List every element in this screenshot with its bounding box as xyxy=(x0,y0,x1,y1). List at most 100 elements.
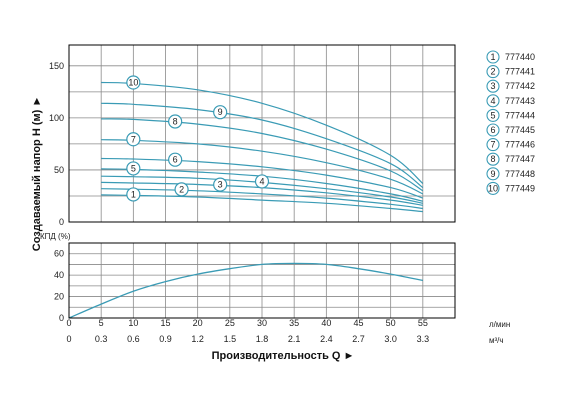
efficiency-y-ticks: 0 20 40 60 xyxy=(54,249,64,323)
x-tick-m3h: 1.8 xyxy=(256,334,269,344)
x-axis-label: Производительность Q ► xyxy=(212,350,355,362)
head-y-ticks: 0 50 100 150 xyxy=(49,61,64,227)
curve-marker-8: 8 xyxy=(168,114,183,129)
x-tick-m3h: 0.3 xyxy=(95,334,108,344)
legend-marker-number: 2 xyxy=(490,67,495,77)
curve-marker-1: 1 xyxy=(126,187,141,202)
curve-marker-number: 5 xyxy=(131,163,136,173)
curve-marker-5: 5 xyxy=(126,161,141,176)
curve-marker-3: 3 xyxy=(213,177,228,192)
curve-marker-number: 2 xyxy=(179,184,184,194)
x-tick-m3h: 2.1 xyxy=(288,334,301,344)
efficiency-y-axis-label: КПД (%) xyxy=(40,232,71,241)
x-tick-m3h: 1.5 xyxy=(224,334,237,344)
x-tick-lmin: 20 xyxy=(193,318,203,328)
curve-marker-circle xyxy=(213,177,228,192)
efficiency-y-tick-label: 20 xyxy=(54,292,64,302)
x-tick-lmin: 45 xyxy=(353,318,363,328)
head-curve-6 xyxy=(101,157,423,199)
legend-marker xyxy=(486,65,500,79)
curve-marker-number: 1 xyxy=(131,189,136,199)
x-tick-lmin: 15 xyxy=(160,318,170,328)
legend-item-7: 7 777446 xyxy=(486,138,535,152)
unit-m3h-label: м³/ч xyxy=(489,336,504,345)
legend-item-9: 9 777448 xyxy=(486,167,535,181)
curve-marker-7: 7 xyxy=(126,132,141,147)
legend-marker xyxy=(486,152,500,166)
legend-marker xyxy=(486,167,500,181)
legend-item-2: 2 777441 xyxy=(486,65,535,79)
legend-item-10: 10 777449 xyxy=(486,181,535,195)
curve-marker-number: 9 xyxy=(218,107,223,117)
curve-marker-number: 10 xyxy=(128,78,138,88)
efficiency-grid xyxy=(69,243,455,318)
legend-marker xyxy=(486,79,500,93)
legend-series-name: 777445 xyxy=(505,125,535,135)
x-tick-lmin: 25 xyxy=(225,318,235,328)
efficiency-plot-frame xyxy=(68,242,456,319)
legend: 1 777440 2 777441 3 777442 4 777443 5 777444 6 7774… xyxy=(486,50,535,195)
legend-marker xyxy=(486,108,500,122)
legend-marker-number: 5 xyxy=(490,110,495,120)
efficiency-curve-line xyxy=(68,262,423,319)
curve-marker-circle xyxy=(168,152,183,167)
legend-series-name: 777446 xyxy=(505,140,535,150)
legend-marker-number: 9 xyxy=(490,169,495,179)
unit-lmin-label: л/мин xyxy=(489,320,510,329)
curve-marker-circle xyxy=(174,182,189,197)
legend-series-name: 777444 xyxy=(505,110,535,120)
x-ticks-lmin: 0 5 10 15 20 25 30 35 40 45 50 55 xyxy=(66,318,427,328)
efficiency-y-tick-label: 0 xyxy=(59,313,64,323)
curve-marker-number: 3 xyxy=(218,180,223,190)
curve-marker-10: 10 xyxy=(126,75,141,90)
curve-marker-circle xyxy=(168,114,183,129)
x-tick-m3h: 3.0 xyxy=(384,334,397,344)
head-y-tick-label: 150 xyxy=(49,61,64,71)
curve-marker-number: 6 xyxy=(173,155,178,165)
x-tick-m3h: 0 xyxy=(66,334,71,344)
legend-marker-number: 3 xyxy=(490,81,495,91)
x-tick-lmin: 50 xyxy=(386,318,396,328)
legend-item-6: 6 777445 xyxy=(486,123,535,137)
legend-series-name: 777449 xyxy=(505,183,535,193)
legend-marker-number: 6 xyxy=(490,125,495,135)
head-curve-plot: 0 50 100 150 1 2 3 4 5 6 7 8 9 10 Создаваемый напор … xyxy=(31,44,456,251)
legend-marker-number: 4 xyxy=(490,96,495,106)
legend-marker-number: 8 xyxy=(490,154,495,164)
legend-marker xyxy=(486,123,500,137)
head-plot-frame xyxy=(68,44,456,223)
efficiency-curve-plot: 0 20 40 60 КПД (%) xyxy=(40,232,456,323)
efficiency-curve xyxy=(68,262,423,319)
legend-series-name: 777443 xyxy=(505,96,535,106)
legend-marker-number: 1 xyxy=(490,52,495,62)
curve-marker-6: 6 xyxy=(168,152,183,167)
x-tick-lmin: 5 xyxy=(99,318,104,328)
curve-marker-circle xyxy=(213,105,228,120)
curve-marker-circle xyxy=(126,132,141,147)
legend-item-4: 4 777443 xyxy=(486,94,535,108)
head-curve-8 xyxy=(101,118,424,192)
legend-series-name: 777447 xyxy=(505,154,535,164)
x-tick-m3h: 0.6 xyxy=(127,334,140,344)
legend-series-name: 777448 xyxy=(505,169,535,179)
x-tick-lmin: 10 xyxy=(128,318,138,328)
legend-series-name: 777441 xyxy=(505,67,535,77)
x-tick-m3h: 2.4 xyxy=(320,334,333,344)
curve-marker-number: 7 xyxy=(131,134,136,144)
legend-item-5: 5 777444 xyxy=(486,108,535,122)
legend-marker xyxy=(486,138,500,152)
head-curve-markers: 1 2 3 4 5 6 7 8 9 10 xyxy=(126,75,270,202)
legend-series-name: 777442 xyxy=(505,81,535,91)
x-tick-lmin: 0 xyxy=(66,318,71,328)
legend-marker xyxy=(486,50,500,64)
head-y-tick-label: 0 xyxy=(59,217,64,227)
legend-marker-number: 10 xyxy=(488,183,498,193)
curve-marker-2: 2 xyxy=(174,182,189,197)
curve-marker-circle xyxy=(126,161,141,176)
x-tick-lmin: 30 xyxy=(257,318,267,328)
legend-marker xyxy=(486,94,500,108)
curve-marker-circle xyxy=(126,75,141,90)
curve-marker-circle xyxy=(254,174,270,189)
legend-marker-number: 7 xyxy=(490,140,495,150)
